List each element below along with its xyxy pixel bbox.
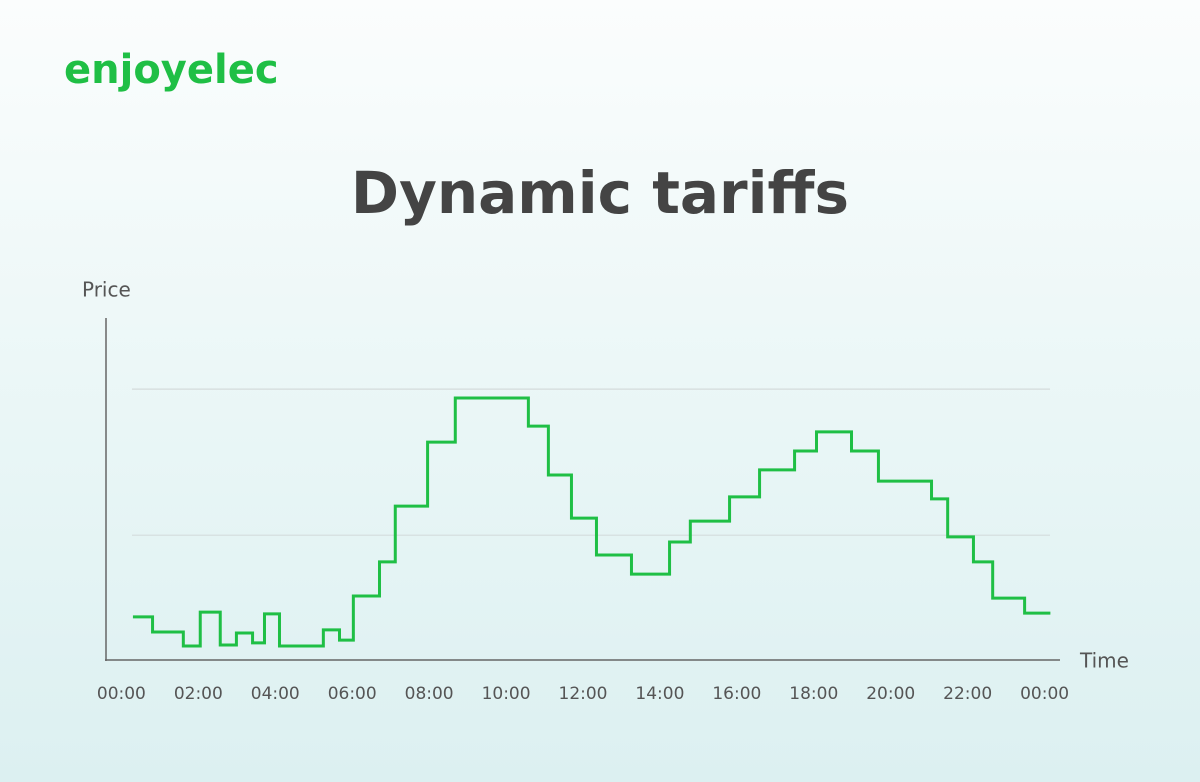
x-tick-label: 00:00 <box>97 684 146 704</box>
x-tick-label: 20:00 <box>866 684 915 704</box>
x-tick-label: 14:00 <box>635 684 684 704</box>
chart-title: Dynamic tariffs <box>351 159 849 227</box>
x-axis-label: Time <box>1079 649 1129 673</box>
x-tick-label: 02:00 <box>174 684 223 704</box>
x-tick-label: 10:00 <box>482 684 531 704</box>
x-tick-label: 12:00 <box>559 684 608 704</box>
x-tick-label: 06:00 <box>328 684 377 704</box>
x-tick-label: 04:00 <box>251 684 300 704</box>
x-tick-label: 00:00 <box>1020 684 1069 704</box>
x-tick-label: 18:00 <box>789 684 838 704</box>
brand-logo: enjoyelec <box>64 47 279 93</box>
x-tick-label: 16:00 <box>712 684 761 704</box>
x-tick-label: 22:00 <box>943 684 992 704</box>
price-line <box>132 396 1051 648</box>
y-axis-label: Price <box>82 278 131 302</box>
x-tick-label: 08:00 <box>405 684 454 704</box>
